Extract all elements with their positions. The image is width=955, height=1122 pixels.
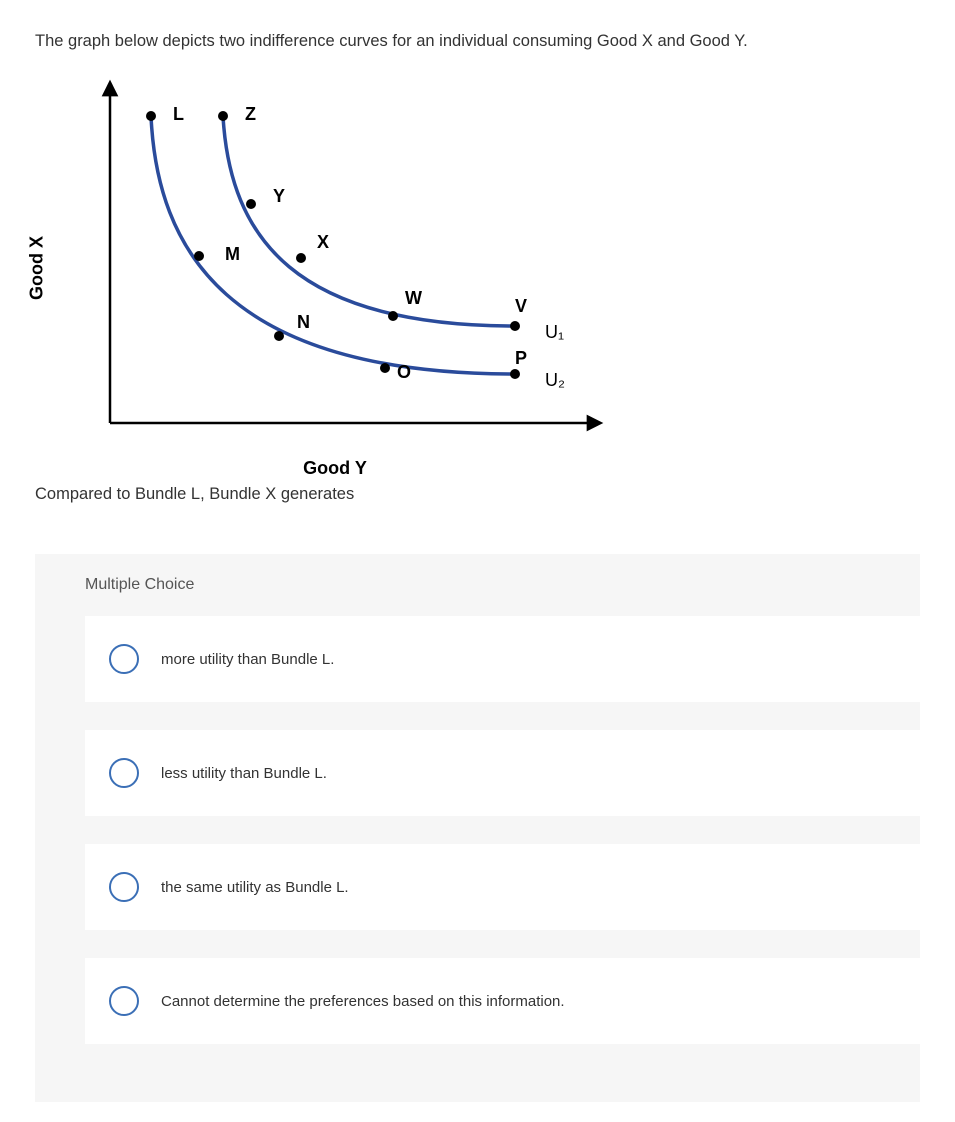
point-label-P: P bbox=[515, 348, 527, 368]
point-V bbox=[510, 321, 520, 331]
point-Z bbox=[218, 111, 228, 121]
option-row[interactable]: the same utility as Bundle L. bbox=[85, 844, 920, 930]
curve-U2 bbox=[151, 116, 515, 374]
y-axis-label: Good X bbox=[27, 236, 48, 300]
x-axis-label: Good Y bbox=[55, 458, 615, 479]
point-label-X: X bbox=[317, 232, 329, 252]
radio-icon[interactable] bbox=[109, 644, 139, 674]
option-row[interactable]: Cannot determine the preferences based o… bbox=[85, 958, 920, 1044]
point-X bbox=[296, 253, 306, 263]
option-label: more utility than Bundle L. bbox=[161, 651, 334, 668]
multiple-choice-block: Multiple Choice more utility than Bundle… bbox=[35, 554, 920, 1102]
curve-label-U2: U₂ bbox=[545, 370, 565, 390]
option-label: the same utility as Bundle L. bbox=[161, 879, 349, 896]
point-label-M: M bbox=[225, 244, 240, 264]
point-Y bbox=[246, 199, 256, 209]
point-label-Y: Y bbox=[273, 186, 285, 206]
point-W bbox=[388, 311, 398, 321]
graph-svg: U₂ U₁ L Z Y M X N W O V P bbox=[55, 78, 615, 458]
followup-text: Compared to Bundle L, Bundle X generates bbox=[35, 485, 920, 504]
point-O bbox=[380, 363, 390, 373]
indifference-graph: Good X U₂U₁ LZYMXNWOVP bbox=[55, 78, 615, 458]
point-label-V: V bbox=[515, 296, 527, 316]
point-label-L: L bbox=[173, 104, 184, 124]
point-label-N: N bbox=[297, 312, 310, 332]
radio-icon[interactable] bbox=[109, 872, 139, 902]
point-M bbox=[194, 251, 204, 261]
point-label-O: O bbox=[397, 362, 411, 382]
option-label: Cannot determine the preferences based o… bbox=[161, 993, 565, 1010]
radio-icon[interactable] bbox=[109, 986, 139, 1016]
points-group: L Z Y M X N W O V P bbox=[146, 104, 527, 382]
option-row[interactable]: more utility than Bundle L. bbox=[85, 616, 920, 702]
point-label-W: W bbox=[405, 288, 422, 308]
mc-header: Multiple Choice bbox=[35, 554, 920, 616]
point-N bbox=[274, 331, 284, 341]
radio-icon[interactable] bbox=[109, 758, 139, 788]
point-P bbox=[510, 369, 520, 379]
point-L bbox=[146, 111, 156, 121]
curve-U1 bbox=[223, 116, 515, 326]
curve-label-U1: U₁ bbox=[545, 322, 564, 342]
curves-group: U₂ U₁ bbox=[151, 116, 565, 390]
option-row[interactable]: less utility than Bundle L. bbox=[85, 730, 920, 816]
point-label-Z: Z bbox=[245, 104, 256, 124]
question-text: The graph below depicts two indifference… bbox=[35, 30, 920, 53]
options-list: more utility than Bundle L. less utility… bbox=[35, 616, 920, 1044]
option-label: less utility than Bundle L. bbox=[161, 765, 327, 782]
